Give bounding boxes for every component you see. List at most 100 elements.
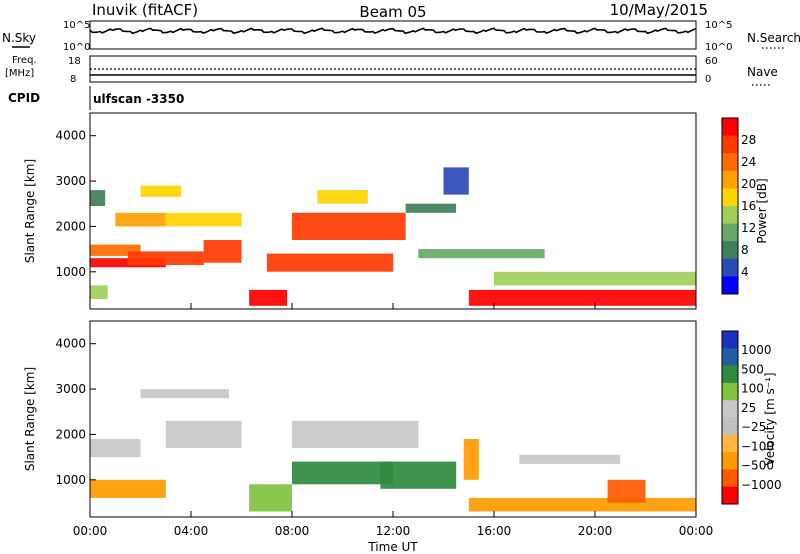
- power-y-tick-label-3: 4000: [55, 129, 86, 143]
- cpid-label: CPID: [8, 91, 40, 105]
- power-band-9: [249, 289, 287, 306]
- velocity-colorbar-tick-5: 100: [741, 382, 764, 396]
- sky-tick-bottom: 10^0: [63, 42, 90, 53]
- velocity-colorbar-cell-4: [722, 400, 738, 418]
- velocity-colorbar: −1000 −500 −100 −25 25 100 500 1000: [721, 330, 782, 505]
- velocity-y-tick-label-2: 3000: [55, 382, 86, 396]
- power-band-10: [266, 253, 394, 272]
- cpid-value: ulfscan -3350: [93, 92, 184, 106]
- power-band-0: [90, 285, 108, 299]
- sky-panel: 10^5 10^0 10^5 10^0 N.Sky N.Search: [2, 20, 800, 53]
- velocity-band-3: [140, 389, 229, 399]
- date-title: 10/May/2015: [610, 1, 708, 19]
- power-colorbar-tick-1: 8: [741, 243, 749, 257]
- power-colorbar-cell-2: [722, 153, 738, 172]
- velocity-band-10: [607, 479, 646, 503]
- power-band-2: [90, 244, 141, 256]
- velocity-colorbar-cell-9: [722, 486, 738, 505]
- nave-label: Nave: [747, 65, 778, 79]
- velocity-colorbar-cell-8: [722, 469, 738, 488]
- velocity-colorbar-tick-2: −100: [741, 439, 774, 453]
- power-band-11: [292, 212, 406, 240]
- x-tick-label-3: 12:00: [376, 524, 411, 538]
- velocity-colorbar-tick-7: 1000: [741, 343, 772, 357]
- power-band-3: [90, 190, 106, 206]
- nave-tick-bottom: 0: [705, 74, 711, 85]
- freq-label-2: [MHz]: [5, 68, 34, 79]
- velocity-colorbar-label: Velocity [m s⁻¹]: [763, 372, 777, 465]
- velocity-colorbar-cell-2: [722, 365, 738, 384]
- power-colorbar-cell-8: [722, 258, 738, 277]
- power-band-15: [468, 289, 696, 306]
- sky-label: N.Sky: [2, 31, 36, 45]
- power-band-17: [443, 167, 469, 195]
- search-label: N.Search: [747, 31, 800, 45]
- x-tick-label-4: 16:00: [477, 524, 512, 538]
- power-y-tick-label-1: 2000: [55, 219, 86, 233]
- power-y-tick-label-0: 1000: [55, 265, 86, 279]
- velocity-band-2: [165, 420, 242, 448]
- velocity-band-1: [90, 439, 141, 458]
- power-y-label: Slant Range [km]: [23, 159, 37, 263]
- velocity-cells: [90, 389, 696, 512]
- velocity-band-0: [90, 479, 166, 498]
- velocity-y-tick-label-1: 2000: [55, 427, 86, 441]
- power-band-7: [203, 240, 242, 263]
- power-colorbar-label: Power [dB]: [755, 178, 769, 243]
- velocity-colorbar-cell-7: [722, 452, 738, 470]
- power-band-14: [418, 249, 545, 259]
- power-colorbar-tick-4: 20: [741, 177, 756, 191]
- velocity-colorbar-cell-3: [722, 382, 738, 401]
- velocity-colorbar-cell-6: [722, 434, 738, 453]
- x-tick-label-1: 04:00: [174, 524, 209, 538]
- power-band-13: [405, 203, 457, 213]
- power-band-16: [494, 271, 696, 286]
- power-colorbar-tick-2: 12: [741, 221, 756, 235]
- velocity-colorbar-tick-6: 500: [741, 362, 764, 376]
- power-colorbar: 4 8 12 16 20 24 28: [721, 117, 756, 295]
- power-colorbar-tick-6: 28: [741, 133, 756, 147]
- velocity-band-9: [468, 497, 696, 512]
- sky-trace: [89, 27, 697, 35]
- x-tick-label-5: 20:00: [578, 524, 613, 538]
- power-colorbar-cell-4: [722, 188, 738, 207]
- velocity-colorbar-tick-4: 25: [741, 401, 756, 415]
- velocity-colorbar-cell-1: [722, 348, 738, 367]
- power-band-5: [127, 251, 204, 265]
- beam-title: Beam 05: [359, 3, 426, 21]
- velocity-band-4: [249, 484, 292, 512]
- power-colorbar-cell-3: [722, 170, 738, 189]
- velocity-band-6: [292, 420, 419, 448]
- station-title: Inuvik (fitACF): [92, 1, 198, 19]
- power-y-axis: 1000 2000 3000 4000: [55, 129, 96, 279]
- power-colorbar-tick-0: 4: [741, 265, 749, 279]
- velocity-band-8: [463, 439, 479, 480]
- power-cells: [90, 167, 696, 306]
- x-axis-label: Time UT: [367, 540, 418, 554]
- freq-tick-bottom: 8: [70, 74, 76, 85]
- power-colorbar-cell-9: [722, 276, 738, 295]
- power-panel: 1000 2000 3000 4000 Slant Range [km] 4 8 12 16…: [23, 112, 769, 310]
- power-band-6: [140, 185, 181, 197]
- x-tick-label-0: 00:00: [73, 524, 108, 538]
- power-colorbar-tick-3: 16: [741, 199, 756, 213]
- velocity-band-11: [519, 454, 621, 464]
- power-colorbar-cell-0: [722, 118, 738, 137]
- power-band-12: [317, 190, 368, 204]
- power-colorbar-cell-6: [722, 223, 738, 242]
- nave-tick-top: 60: [705, 56, 718, 67]
- search-tick-bottom: 10^0: [705, 42, 732, 53]
- velocity-y-tick-label-0: 1000: [55, 473, 86, 487]
- velocity-colorbar-tick-0: −1000: [741, 478, 782, 492]
- velocity-colorbar-cell-5: [722, 417, 738, 436]
- power-colorbar-cell-5: [722, 206, 738, 225]
- cpid-row: CPID ulfscan -3350: [8, 86, 184, 110]
- velocity-band-5: [292, 461, 393, 485]
- velocity-band-7: [380, 461, 457, 489]
- freq-label-1: Freq.: [12, 55, 37, 66]
- velocity-colorbar-cell-0: [722, 331, 738, 349]
- velocity-colorbar-tick-3: −25: [741, 420, 766, 434]
- power-colorbar-cell-7: [722, 241, 738, 260]
